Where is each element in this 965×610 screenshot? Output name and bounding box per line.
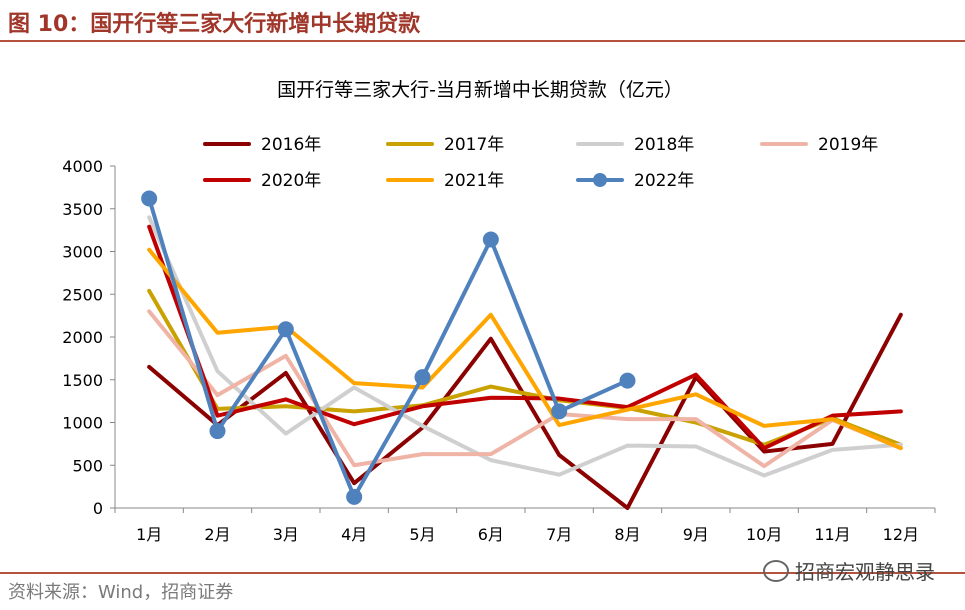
legend-item: 2017年 bbox=[386, 135, 504, 155]
data-point bbox=[414, 369, 431, 386]
y-tick-label: 1000 bbox=[62, 414, 103, 433]
data-point bbox=[277, 321, 294, 338]
y-tick-label: 1500 bbox=[62, 371, 103, 390]
data-point bbox=[141, 190, 158, 207]
legend-label: 2020年 bbox=[261, 171, 321, 191]
series-2022年 bbox=[141, 190, 636, 505]
legend-label: 2017年 bbox=[444, 135, 504, 155]
legend-label: 2016年 bbox=[261, 135, 321, 155]
series-line bbox=[147, 288, 903, 447]
x-tick-label: 5月 bbox=[409, 525, 435, 544]
legend-item: 2018年 bbox=[576, 135, 694, 155]
legend-item: 2016年 bbox=[203, 135, 321, 155]
data-point bbox=[209, 423, 226, 440]
x-tick-label: 11月 bbox=[814, 525, 850, 544]
y-tick-label: 0 bbox=[93, 499, 103, 518]
x-tick-label: 2月 bbox=[204, 525, 230, 544]
legend: 2016年 2017年 2018年 2019年 2020年 2021年 2022年 bbox=[203, 135, 878, 191]
legend-marker bbox=[593, 173, 607, 187]
data-point bbox=[482, 231, 499, 248]
series-2017年 bbox=[147, 288, 903, 447]
x-tick-label: 6月 bbox=[478, 525, 504, 544]
y-tick-label: 2000 bbox=[62, 328, 103, 347]
series-group bbox=[141, 190, 903, 510]
legend-label: 2019年 bbox=[818, 135, 878, 155]
y-tick-label: 2500 bbox=[62, 285, 103, 304]
y-tick-label: 3000 bbox=[62, 243, 103, 262]
series-line bbox=[147, 224, 903, 451]
series-2021年 bbox=[147, 247, 903, 451]
x-tick-label: 4月 bbox=[341, 525, 367, 544]
x-tick-label: 3月 bbox=[273, 525, 299, 544]
footer-divider bbox=[0, 572, 965, 574]
series-line bbox=[147, 196, 630, 499]
legend-item: 2020年 bbox=[203, 171, 321, 191]
data-point bbox=[619, 372, 636, 389]
series-line bbox=[147, 215, 903, 478]
watermark: 招商宏观静思录 bbox=[763, 556, 935, 585]
x-tick-label: 12月 bbox=[883, 525, 919, 544]
y-tick-label: 4000 bbox=[62, 157, 103, 176]
y-tick-label: 3500 bbox=[62, 200, 103, 219]
legend-label: 2021年 bbox=[444, 171, 504, 191]
data-point bbox=[551, 403, 568, 420]
series-2018年 bbox=[147, 215, 903, 478]
x-tick-label: 8月 bbox=[614, 525, 640, 544]
data-point bbox=[346, 488, 363, 505]
figure-title: 图 10：国开行等三家大行新增中长期贷款 bbox=[8, 12, 421, 37]
watermark-text: 招商宏观静思录 bbox=[795, 560, 935, 584]
legend-label: 2018年 bbox=[634, 135, 694, 155]
series-2020年 bbox=[147, 224, 903, 451]
source-note: 资料来源：Wind，招商证券 bbox=[8, 582, 234, 603]
legend-item: 2021年 bbox=[386, 171, 504, 191]
x-tick-label: 10月 bbox=[746, 525, 782, 544]
x-tick-label: 9月 bbox=[683, 525, 709, 544]
wechat-icon bbox=[763, 560, 789, 582]
x-tick-label: 1月 bbox=[136, 525, 162, 544]
y-tick-label: 500 bbox=[72, 456, 103, 475]
header-divider bbox=[0, 40, 965, 42]
series-2019年 bbox=[147, 309, 903, 469]
line-chart: 国开行等三家大行-当月新增中长期贷款（亿元） 2016年 2017年 2018年 20… bbox=[62, 79, 936, 544]
series-line bbox=[147, 309, 903, 469]
legend-item: 2019年 bbox=[760, 135, 878, 155]
x-tick-label: 7月 bbox=[546, 525, 572, 544]
series-line bbox=[147, 247, 903, 451]
legend-item: 2022年 bbox=[576, 171, 694, 191]
legend-label: 2022年 bbox=[634, 171, 694, 191]
chart-title: 国开行等三家大行-当月新增中长期贷款（亿元） bbox=[277, 79, 683, 101]
axes: 0 500 1000 1500 2000 2500 3000 3500 4000 1月 2月 3月 4月… bbox=[62, 157, 936, 544]
